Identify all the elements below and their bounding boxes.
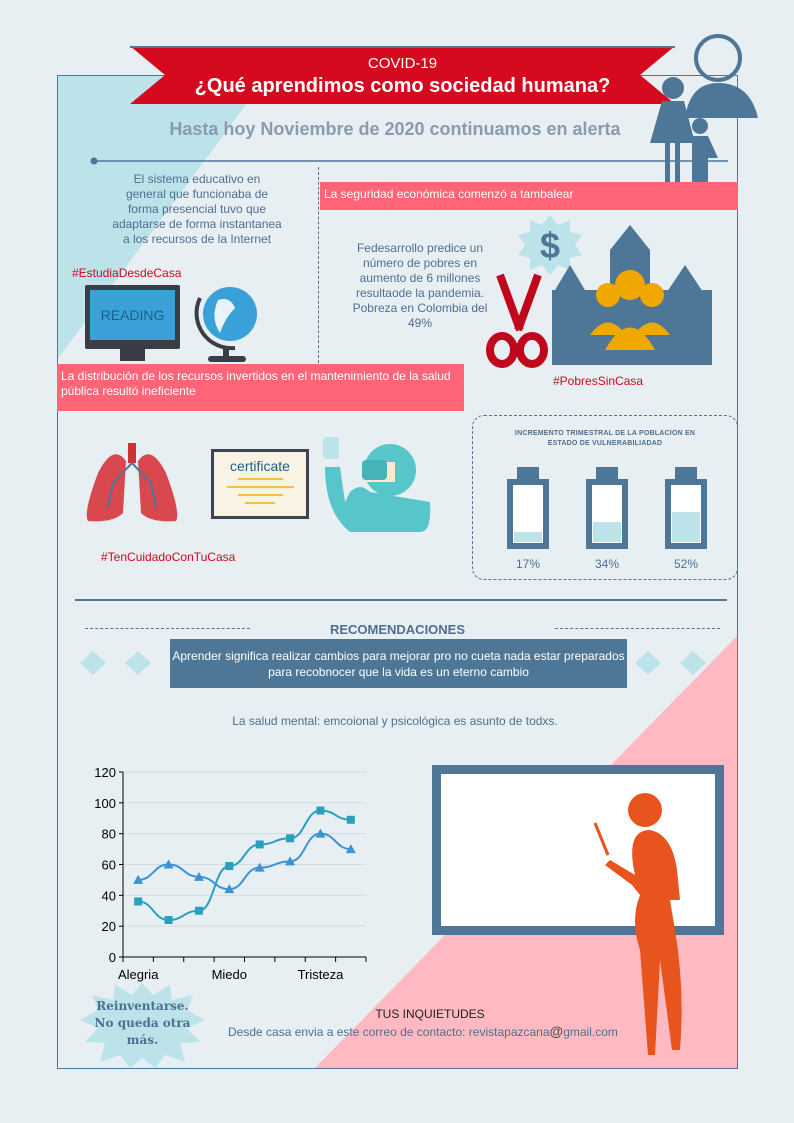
- data-point-square: [134, 897, 143, 906]
- contact-text: Desde casa envia a este correo de contac…: [228, 1023, 618, 1039]
- certificate-label: certificate: [230, 458, 290, 474]
- at-icon: @: [549, 1023, 564, 1039]
- quote-box: Aprender significa realizar cambios para…: [170, 639, 627, 688]
- x-tick-label: Miedo: [212, 967, 247, 982]
- recommendations-title: RECOMENDACIONES: [329, 622, 466, 637]
- battery-cap: [517, 467, 539, 479]
- battery-icon: [665, 479, 707, 549]
- family-icon: [650, 34, 758, 183]
- battery-cap: [596, 467, 618, 479]
- battery-cap: [675, 467, 697, 479]
- page-subtitle: Hasta hoy Noviembre de 2020 continuamos …: [169, 119, 621, 139]
- x-tick-label: Alegria: [118, 967, 159, 982]
- burst-text: Reinventarse. No queda otra más.: [94, 999, 191, 1047]
- starburst-shape: [518, 215, 582, 275]
- dashed-line-left: [85, 628, 250, 629]
- whiteboard: [432, 765, 724, 935]
- x-tick-label: Tristeza: [298, 967, 345, 982]
- battery-label: 34%: [594, 557, 620, 571]
- battery-fill: [514, 532, 542, 542]
- dashed-line-right: [555, 628, 720, 629]
- monitor-stand: [120, 349, 145, 361]
- data-point-square: [194, 906, 203, 915]
- data-point-square: [164, 916, 173, 924]
- economy-text: Fedesarrollo predice un número de pobres…: [352, 241, 488, 330]
- teacher-silhouette-icon: [593, 793, 682, 1055]
- data-point-triangle: [193, 871, 204, 881]
- series-line-0: [138, 809, 351, 922]
- data-point-triangle: [315, 828, 326, 838]
- data-point-triangle: [163, 859, 174, 869]
- header-kicker: COVID-19: [367, 55, 438, 72]
- data-point-square: [316, 806, 325, 815]
- people-icon: [590, 270, 670, 350]
- data-point-triangle: [345, 844, 356, 854]
- title-ribbon: [130, 46, 675, 104]
- education-text: El sistema educativo en general que func…: [112, 172, 282, 246]
- data-point-square: [255, 840, 264, 849]
- diamond-decorations: [80, 651, 706, 675]
- data-point-triangle: [224, 884, 235, 894]
- building-icon: [552, 225, 712, 365]
- data-point-square: [286, 834, 295, 843]
- economy-banner: La seguridad económica comenzó a tambale…: [320, 182, 738, 210]
- scissors-icon: [486, 273, 548, 368]
- battery-icon: [586, 479, 628, 549]
- certificate-icon: certificate: [211, 449, 309, 519]
- dollar-icon: $: [540, 225, 560, 266]
- column-divider: [318, 167, 319, 363]
- starburst-badge: [80, 983, 205, 1068]
- data-point-triangle: [254, 862, 265, 872]
- data-point-triangle: [133, 874, 144, 884]
- data-point-triangle: [285, 856, 296, 866]
- y-tick-label: 120: [94, 765, 116, 780]
- health-banner: La distribución de los recursos invertid…: [57, 364, 464, 411]
- section-divider: [75, 599, 727, 601]
- hashtag-estudia: #EstudiaDesdeCasa: [72, 266, 182, 280]
- y-tick-label: 20: [102, 919, 116, 934]
- data-point-square: [346, 815, 355, 824]
- data-point-square: [225, 862, 234, 871]
- monitor-screen-label: READING: [90, 290, 175, 340]
- doctor-icon: [323, 437, 431, 532]
- battery-fill: [593, 522, 621, 542]
- vulnerability-panel: [472, 415, 738, 580]
- header-title: ¿Qué aprendimos como sociedad humana?: [194, 75, 611, 97]
- lungs-icon: [86, 443, 178, 522]
- monitor-icon: READING: [85, 285, 180, 349]
- globe-icon: [194, 287, 257, 362]
- vulnerability-title: INCREMENTO TRIMESTRAL DE LA POBLACION EN…: [514, 430, 696, 447]
- series-line-1: [138, 832, 351, 891]
- y-tick-label: 100: [94, 796, 116, 811]
- y-tick-label: 60: [102, 858, 116, 873]
- contact-title: TUS INQUIETUDES: [375, 1007, 485, 1021]
- y-tick-label: 80: [102, 827, 116, 842]
- timeline-divider: [90, 157, 728, 165]
- poverty-illustration: $: [486, 215, 712, 368]
- hashtag-pobres: #PobresSinCasa: [553, 374, 644, 388]
- hashtag-cuidado: #TenCuidadoConTuCasa: [101, 550, 236, 564]
- battery-icon: [507, 479, 549, 549]
- contact-email-domain[interactable]: gmail.com: [563, 1025, 618, 1039]
- contact-prefix: Desde casa envia a este correo de contac…: [228, 1025, 550, 1039]
- battery-fill: [672, 512, 700, 542]
- battery-label: 17%: [515, 557, 541, 571]
- y-tick-label: 0: [109, 950, 116, 965]
- battery-label: 52%: [673, 557, 699, 571]
- mental-health-text: La salud mental: emcoional y psicológica…: [232, 714, 558, 728]
- y-tick-label: 40: [102, 888, 116, 903]
